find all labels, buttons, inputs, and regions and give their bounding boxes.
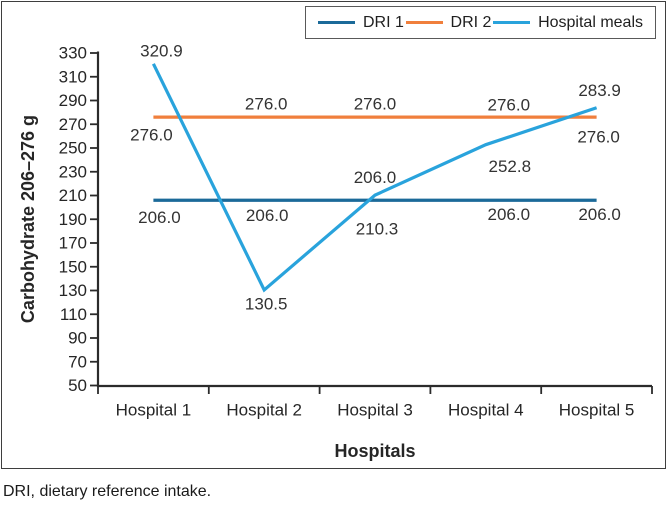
data-label: 276.0 [245,95,288,114]
y-axis-title: Carbohydrate 206–276 g [18,114,38,324]
data-label: 283.9 [578,81,621,100]
legend-label: DRI 2 [450,13,492,31]
y-tick-label: 310 [59,67,87,86]
y-tick-label: 50 [68,376,87,395]
dri-1-line-swatch [318,20,355,25]
legend-item-dri-1: DRI 1 [318,14,404,32]
data-label: 206.0 [488,205,531,224]
data-label: 276.0 [488,96,531,115]
y-tick-label: 290 [59,91,87,110]
figure-frame [1,1,666,469]
data-label: 206.0 [354,168,397,187]
data-label: 130.5 [245,294,288,313]
data-label: 206.0 [246,206,289,225]
y-tick-label: 170 [59,234,87,253]
data-label: 320.9 [140,41,183,60]
legend-label: Hospital meals [538,13,643,31]
y-tick-label: 190 [59,210,87,229]
y-tick-label: 110 [60,305,87,324]
legend-item-hospital-meals: Hospital meals [493,14,643,32]
chart-legend: DRI 1 DRI 2 Hospital meals [305,6,656,39]
data-label: 210.3 [356,220,399,239]
x-category-label: Hospital 1 [116,401,192,420]
data-label: 276.0 [354,95,397,114]
y-tick-label: 230 [59,162,87,181]
data-label: 252.8 [489,157,532,176]
x-axis-title: Hospitals [334,441,416,461]
y-tick-label: 70 [68,352,87,371]
y-tick-label: 250 [59,139,87,158]
x-category-label: Hospital 5 [559,401,635,420]
y-tick-label: 150 [59,257,87,276]
y-tick-label: 210 [59,186,87,205]
x-category-label: Hospital 4 [448,401,524,420]
y-tick-label: 270 [59,115,87,134]
data-label: 206.0 [578,205,621,224]
x-category-label: Hospital 2 [226,401,302,420]
data-label: 276.0 [130,126,173,145]
legend-item-dri-2: DRI 2 [405,13,492,32]
y-tick-label: 130 [59,281,87,300]
y-tick-label: 90 [68,329,87,348]
footer-note: DRI, dietary reference intake. [3,483,212,500]
legend-label: DRI 1 [363,13,404,31]
y-tick-label: 330 [59,44,87,63]
hospital-meals-line-swatch [493,20,531,25]
series-line-hospital-meals [151,63,598,293]
x-category-label: Hospital 3 [337,401,413,420]
data-label: 276.0 [577,128,620,147]
line-chart-canvas: 50 70 90 110 130 150 170 190 210 230 250 270 290 310 3… [59,41,653,420]
dri-2-line-swatch [405,20,443,25]
data-label: 206.0 [138,208,181,227]
